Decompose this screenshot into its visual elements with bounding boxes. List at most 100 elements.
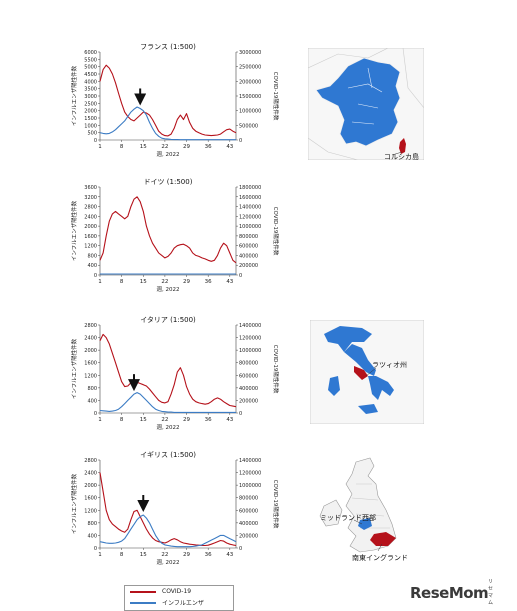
series-line-covid bbox=[99, 333, 237, 408]
y-right-tick-label: 2000000 bbox=[239, 79, 261, 85]
chart-title: ドイツ (1:500) bbox=[144, 178, 193, 186]
x-tick-label: 22 bbox=[161, 417, 168, 423]
x-axis-label: 週, 2022 bbox=[157, 423, 180, 431]
legend-label-flu: インフルエンザ bbox=[162, 600, 204, 607]
y-right-tick-label: 1200000 bbox=[239, 471, 261, 477]
y-left-tick-label: 2800 bbox=[84, 205, 97, 211]
legend-item-covid: COVID-19 bbox=[125, 586, 233, 597]
italy-center-shape bbox=[344, 344, 376, 376]
x-tick-label: 8 bbox=[120, 417, 124, 423]
x-tick-label: 36 bbox=[205, 552, 212, 558]
x-tick-label: 36 bbox=[205, 279, 212, 285]
y-axis-label-right: COVID-19陽性件数 bbox=[272, 207, 280, 256]
italy-south-shape bbox=[368, 376, 394, 400]
y-right-tick-label: 1200000 bbox=[239, 214, 261, 220]
y-right-tick-label: 200000 bbox=[239, 398, 258, 404]
y-right-tick-label: 800000 bbox=[239, 234, 258, 240]
y-axis-label-left: インフルエンザ陽性件数 bbox=[70, 338, 78, 399]
sicily-shape bbox=[358, 404, 378, 414]
y-left-tick-label: 3500 bbox=[84, 87, 97, 93]
x-tick-label: 1 bbox=[98, 417, 102, 423]
x-tick-label: 15 bbox=[140, 552, 147, 558]
y-axis-label-left: インフルエンザ陽性件数 bbox=[70, 473, 78, 534]
x-tick-label: 15 bbox=[140, 279, 147, 285]
y-left-tick-label: 1000 bbox=[84, 123, 97, 129]
y-right-tick-label: 0 bbox=[239, 411, 242, 417]
y-left-tick-label: 3600 bbox=[84, 185, 97, 191]
x-tick-label: 8 bbox=[120, 144, 124, 150]
y-right-tick-label: 800000 bbox=[239, 496, 258, 502]
italy-map: ラツィオ州 bbox=[310, 320, 424, 424]
legend-swatch-flu bbox=[130, 601, 156, 604]
y-right-tick-label: 3000000 bbox=[239, 50, 261, 56]
resemom-logo: ReseMom リセマム bbox=[410, 579, 493, 606]
chart-panel-3: イタリア (1:500) 0 400 800 1200 1600 2000 2400 2800 0… bbox=[70, 315, 280, 431]
y-axis-label-right: COVID-19陽性件数 bbox=[272, 345, 280, 394]
chart-title: イタリア (1:500) bbox=[140, 315, 196, 324]
y-left-tick-label: 1500 bbox=[84, 116, 97, 122]
legend-item-flu: インフルエンザ bbox=[125, 597, 233, 608]
y-left-tick-label: 6000 bbox=[84, 50, 97, 56]
y-right-tick-label: 400000 bbox=[239, 386, 258, 392]
x-tick-label: 29 bbox=[183, 144, 190, 150]
x-tick-label: 29 bbox=[183, 279, 190, 285]
y-left-tick-label: 2800 bbox=[84, 458, 97, 464]
y-right-tick-label: 1000000 bbox=[239, 224, 261, 230]
lazio-label: ラツィオ州 bbox=[372, 361, 407, 369]
x-tick-label: 29 bbox=[183, 417, 190, 423]
west-midlands-shape bbox=[358, 518, 372, 530]
x-tick-label: 1 bbox=[98, 552, 102, 558]
series-line-flu bbox=[99, 392, 236, 413]
y-right-tick-label: 1400000 bbox=[239, 458, 261, 464]
x-tick-label: 36 bbox=[205, 144, 212, 150]
y-left-tick-label: 0 bbox=[94, 273, 97, 279]
sardinia-shape bbox=[328, 376, 340, 396]
x-tick-label: 1 bbox=[98, 144, 102, 150]
y-left-tick-label: 2400 bbox=[84, 336, 97, 342]
y-right-tick-label: 1000000 bbox=[239, 109, 261, 115]
x-axis-label: 週, 2022 bbox=[157, 558, 180, 566]
logo-sup: リセマム bbox=[488, 579, 494, 606]
y-left-tick-label: 800 bbox=[87, 521, 97, 527]
y-left-tick-label: 1200 bbox=[84, 244, 97, 250]
chart-title: イギリス (1:500) bbox=[140, 451, 196, 459]
y-right-tick-label: 400000 bbox=[239, 253, 258, 259]
y-left-tick-label: 4000 bbox=[84, 79, 97, 85]
chart-panel-4: イギリス (1:500) 0 400 800 1200 1600 2000 2400 2800 0… bbox=[70, 451, 280, 566]
y-right-tick-label: 1000000 bbox=[239, 348, 261, 354]
chart-panel-1: フランス (1:500)0500100015002000250030003500… bbox=[70, 43, 280, 158]
south-east-england-shape bbox=[370, 532, 396, 546]
uk-map: ミッドランド西部 南東イングランド bbox=[319, 457, 408, 562]
y-right-tick-label: 500000 bbox=[239, 123, 258, 129]
y-right-tick-label: 1400000 bbox=[239, 205, 261, 211]
x-tick-label: 15 bbox=[140, 417, 147, 423]
x-tick-label: 22 bbox=[161, 552, 168, 558]
france-region-shape bbox=[315, 57, 401, 147]
logo-text: ReseMom bbox=[410, 584, 489, 602]
x-tick-label: 43 bbox=[226, 417, 233, 423]
y-right-tick-label: 1500000 bbox=[239, 94, 261, 100]
x-tick-label: 29 bbox=[183, 552, 190, 558]
y-left-tick-label: 800 bbox=[87, 253, 97, 259]
corsica-label: コルシカ島 bbox=[384, 152, 419, 160]
x-tick-label: 43 bbox=[226, 144, 233, 150]
y-right-tick-label: 400000 bbox=[239, 521, 258, 527]
y-left-tick-label: 0 bbox=[94, 411, 97, 417]
y-left-tick-label: 400 bbox=[87, 398, 97, 404]
series-line-covid bbox=[99, 196, 237, 264]
south-east-label: 南東イングランド bbox=[352, 553, 408, 562]
x-axis-label: 週, 2022 bbox=[157, 285, 180, 293]
y-right-tick-label: 0 bbox=[239, 273, 242, 279]
y-right-tick-label: 0 bbox=[239, 138, 242, 144]
y-axis-label-right: COVID-19陽性件数 bbox=[272, 72, 280, 121]
y-axis-label-right: COVID-19陽性件数 bbox=[272, 480, 280, 529]
y-left-tick-label: 0 bbox=[94, 546, 97, 552]
y-right-tick-label: 1000000 bbox=[239, 483, 261, 489]
y-left-tick-label: 1200 bbox=[84, 508, 97, 514]
y-left-tick-label: 500 bbox=[87, 131, 97, 137]
x-tick-label: 15 bbox=[140, 144, 147, 150]
y-left-tick-label: 0 bbox=[94, 138, 97, 144]
y-left-tick-label: 2400 bbox=[84, 214, 97, 220]
y-left-tick-label: 2800 bbox=[84, 323, 97, 329]
